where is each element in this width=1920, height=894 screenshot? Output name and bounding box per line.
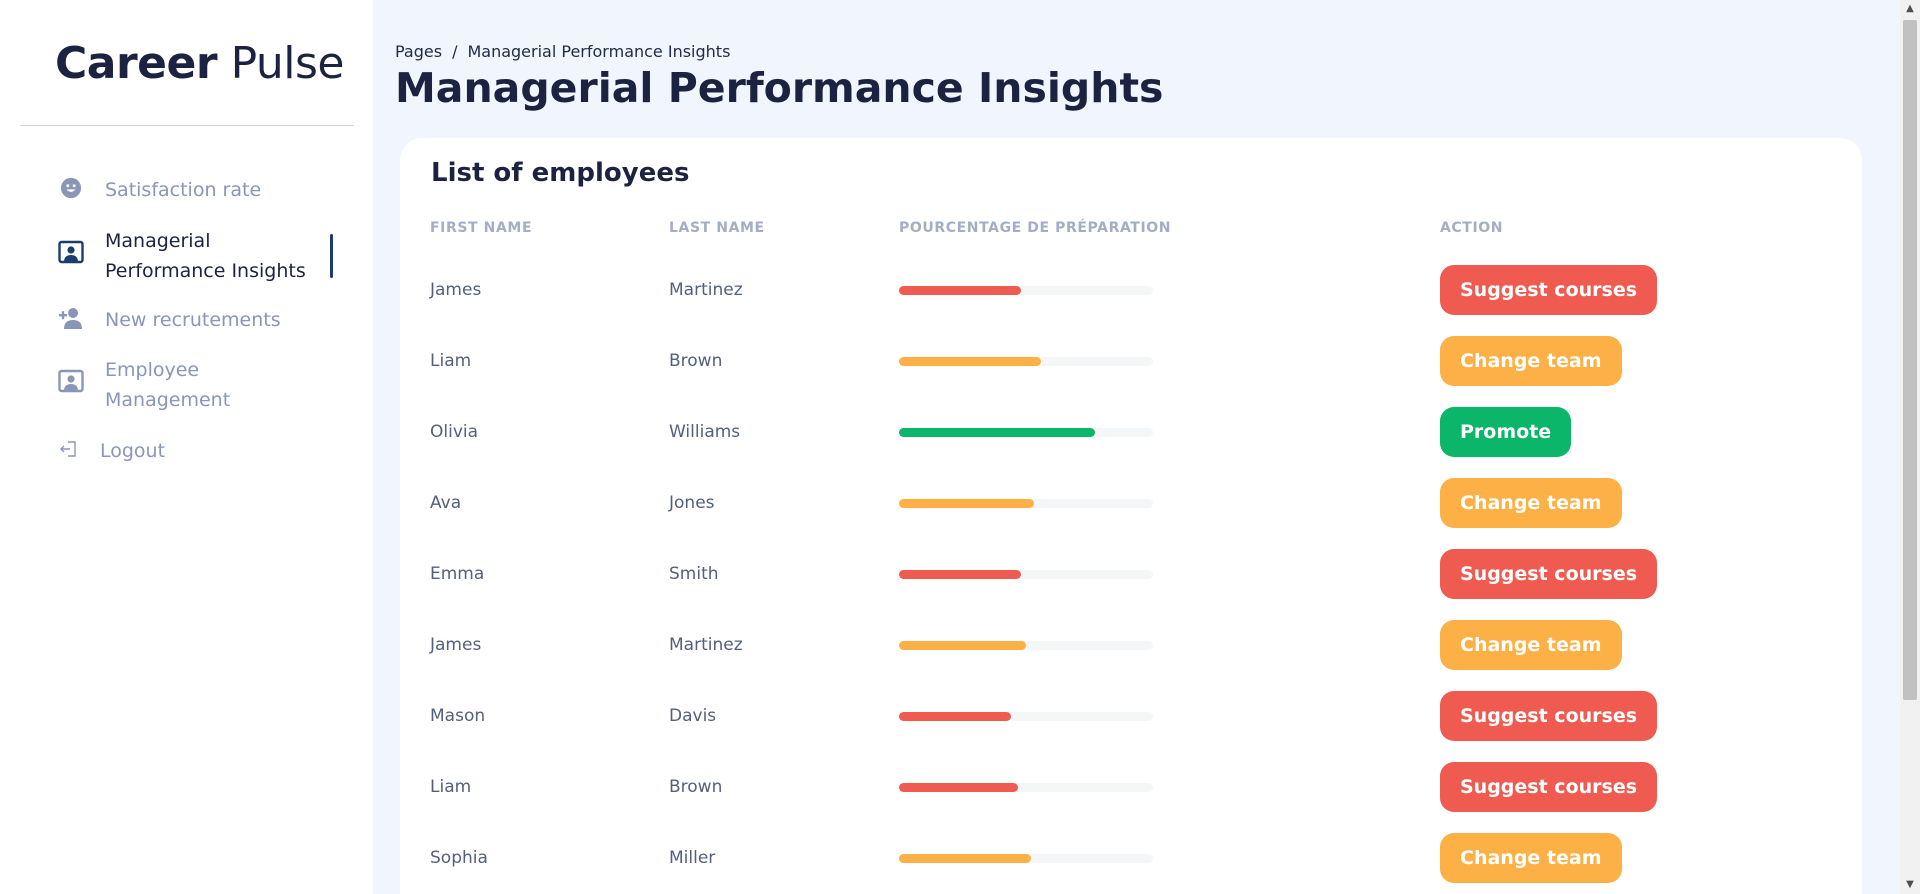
action-button[interactable]: Change team — [1440, 833, 1622, 883]
add-user-icon — [58, 305, 84, 331]
breadcrumb-separator: / — [452, 42, 458, 61]
sidebar-item-label: Logout — [100, 440, 166, 462]
progress-bar — [899, 428, 1153, 437]
cell-last-name: Martinez — [669, 635, 743, 655]
column-header-last-name: Last name — [669, 220, 765, 236]
sidebar-item-logout[interactable]: Logout — [58, 436, 320, 466]
cell-last-name: Smith — [669, 564, 719, 584]
cell-last-name: Davis — [669, 706, 717, 726]
action-button[interactable]: Change team — [1440, 620, 1622, 670]
scroll-down-icon[interactable]: ▼ — [1906, 879, 1914, 890]
sidebar-item-employee-management[interactable]: Employee Management — [58, 355, 245, 415]
cell-first-name: James — [430, 280, 482, 300]
column-header-first-name: First name — [430, 220, 533, 236]
sidebar-item-label: Satisfaction rate — [105, 179, 262, 201]
action-button[interactable]: Promote — [1440, 407, 1572, 457]
progress-bar-fill — [899, 286, 1021, 295]
column-header-action: Action — [1440, 220, 1504, 236]
progress-bar — [899, 783, 1153, 792]
card-title: List of employees — [431, 158, 690, 188]
table-row: Ava Jones Change team — [400, 478, 1862, 549]
sidebar-item-satisfaction-rate[interactable]: Satisfaction rate — [58, 175, 325, 205]
action-button[interactable]: Suggest courses — [1440, 691, 1658, 741]
action-button[interactable]: Suggest courses — [1440, 265, 1658, 315]
progress-bar — [899, 854, 1153, 863]
cell-first-name: James — [430, 635, 482, 655]
progress-bar — [899, 712, 1153, 721]
sidebar-item-label: Employee Management — [105, 359, 231, 411]
table-row: Liam Brown Change team — [400, 336, 1862, 407]
cell-first-name: Liam — [430, 351, 472, 371]
table-row: James Martinez Suggest courses — [400, 265, 1862, 336]
cell-last-name: Brown — [669, 351, 723, 371]
cell-first-name: Emma — [430, 564, 485, 584]
table-row: James Martinez Change team — [400, 620, 1862, 691]
brand-divider — [20, 125, 354, 126]
breadcrumb-root[interactable]: Pages — [395, 42, 443, 61]
sidebar: Career Pulse Satisfaction rate Manageria… — [0, 0, 373, 894]
table-row: Mason Davis Suggest courses — [400, 691, 1862, 762]
cell-last-name: Jones — [669, 493, 715, 513]
action-button[interactable]: Suggest courses — [1440, 549, 1658, 599]
table-row: Sophia Miller Change team — [400, 833, 1862, 894]
brand-name-light: Pulse — [230, 38, 345, 89]
progress-bar — [899, 499, 1153, 508]
progress-bar — [899, 286, 1153, 295]
sidebar-item-new-recrutements[interactable]: New recrutements — [58, 305, 325, 335]
employees-card: List of employees First name Last name P… — [400, 138, 1862, 894]
progress-bar-fill — [899, 854, 1032, 863]
progress-bar — [899, 357, 1153, 366]
cell-last-name: Martinez — [669, 280, 743, 300]
table-row: Liam Brown Suggest courses — [400, 762, 1862, 833]
cell-first-name: Liam — [430, 777, 472, 797]
sidebar-item-managerial-performance-insights[interactable]: Managerial Performance Insights — [58, 226, 325, 286]
breadcrumb: Pages / Managerial Performance Insights — [395, 42, 730, 61]
cell-first-name: Ava — [430, 493, 462, 513]
logout-icon — [58, 436, 78, 462]
cell-last-name: Brown — [669, 777, 723, 797]
cell-last-name: Miller — [669, 848, 716, 868]
progress-bar-fill — [899, 357, 1042, 366]
sidebar-item-label: Managerial Performance Insights — [105, 230, 306, 282]
action-button[interactable]: Change team — [1440, 336, 1622, 386]
action-button[interactable]: Suggest courses — [1440, 762, 1658, 812]
table-row: Olivia Williams Promote — [400, 407, 1862, 478]
breadcrumb-current: Managerial Performance Insights — [467, 42, 731, 61]
cell-first-name: Olivia — [430, 422, 479, 442]
active-indicator — [330, 234, 333, 278]
sidebar-item-label: New recrutements — [105, 309, 281, 331]
progress-bar — [899, 570, 1153, 579]
brand-name-bold: Career — [55, 38, 218, 89]
page-title: Managerial Performance Insights — [395, 64, 1164, 112]
cell-first-name: Mason — [430, 706, 486, 726]
brand-logo[interactable]: Career Pulse — [55, 38, 344, 89]
user-board-icon — [58, 240, 84, 266]
column-header-percentage: Pourcentage de préparation — [899, 220, 1172, 236]
progress-bar-fill — [899, 428, 1095, 437]
user-board-icon — [58, 369, 84, 395]
progress-bar-fill — [899, 783, 1019, 792]
action-button[interactable]: Change team — [1440, 478, 1622, 528]
cell-last-name: Williams — [669, 422, 741, 442]
smiley-icon — [58, 175, 84, 201]
progress-bar — [899, 641, 1153, 650]
cell-first-name: Sophia — [430, 848, 488, 868]
table-row: Emma Smith Suggest courses — [400, 549, 1862, 620]
progress-bar-fill — [899, 570, 1021, 579]
scroll-thumb[interactable] — [1903, 20, 1917, 700]
page-scrollbar[interactable]: ▲ ▼ — [1900, 0, 1920, 894]
progress-bar-fill — [899, 499, 1034, 508]
progress-bar-fill — [899, 641, 1026, 650]
progress-bar-fill — [899, 712, 1011, 721]
scroll-up-icon[interactable]: ▲ — [1906, 3, 1914, 14]
